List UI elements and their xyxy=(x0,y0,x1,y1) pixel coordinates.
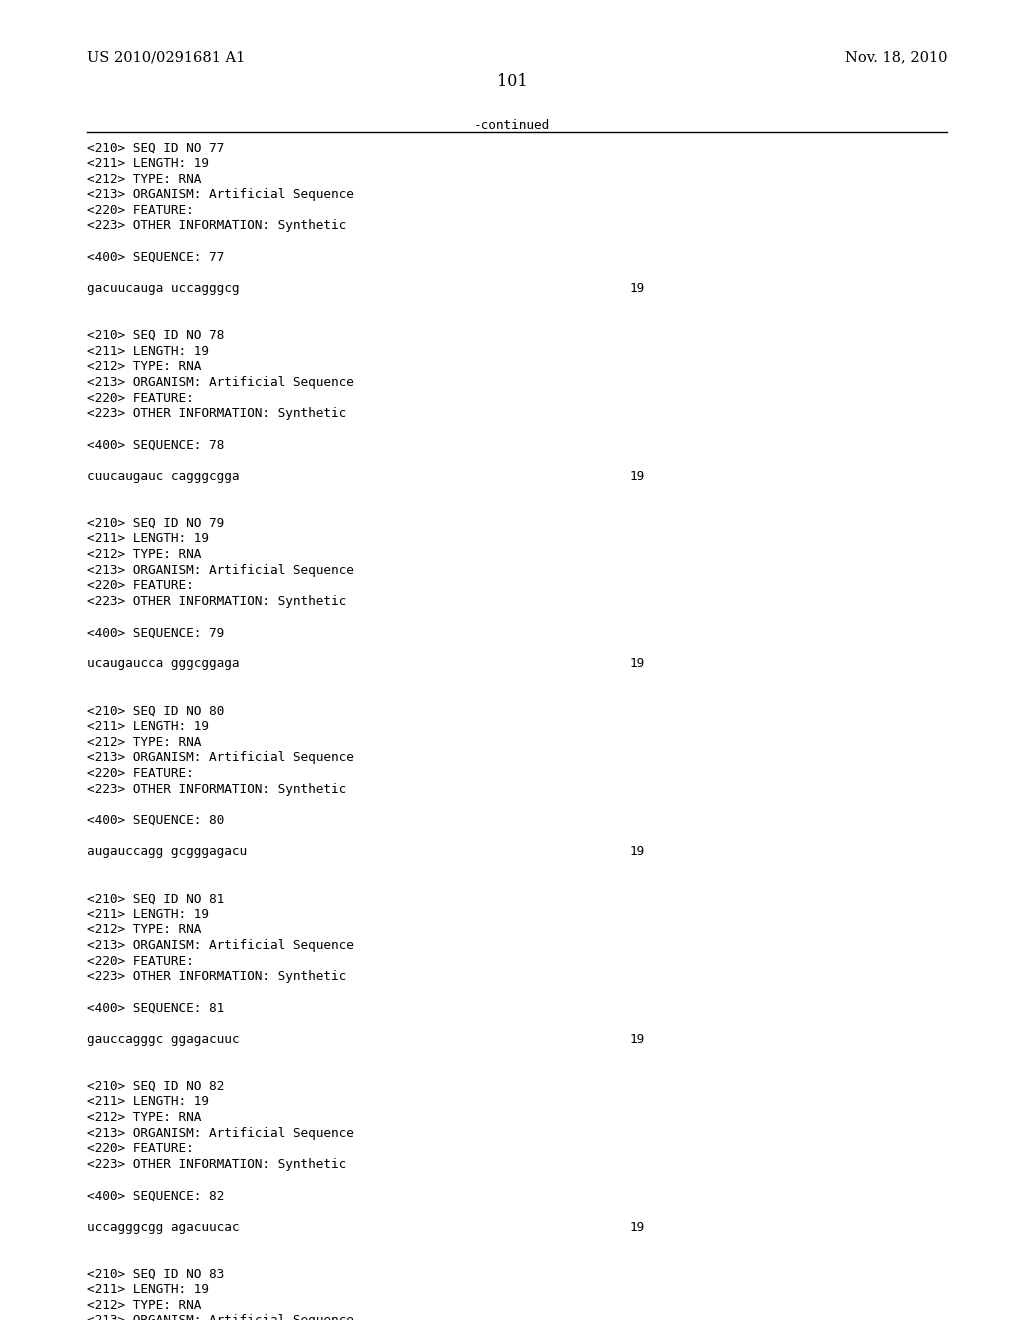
Text: <210> SEQ ID NO 79: <210> SEQ ID NO 79 xyxy=(87,516,224,529)
Text: 19: 19 xyxy=(630,1032,645,1045)
Text: 19: 19 xyxy=(630,845,645,858)
Text: <210> SEQ ID NO 82: <210> SEQ ID NO 82 xyxy=(87,1080,224,1093)
Text: <223> OTHER INFORMATION: Synthetic: <223> OTHER INFORMATION: Synthetic xyxy=(87,595,346,607)
Text: <400> SEQUENCE: 78: <400> SEQUENCE: 78 xyxy=(87,438,224,451)
Text: <211> LENGTH: 19: <211> LENGTH: 19 xyxy=(87,719,209,733)
Text: <212> TYPE: RNA: <212> TYPE: RNA xyxy=(87,360,202,374)
Text: cuucaugauc cagggcgga: cuucaugauc cagggcgga xyxy=(87,470,240,483)
Text: <223> OTHER INFORMATION: Synthetic: <223> OTHER INFORMATION: Synthetic xyxy=(87,783,346,796)
Text: <220> FEATURE:: <220> FEATURE: xyxy=(87,203,194,216)
Text: <211> LENGTH: 19: <211> LENGTH: 19 xyxy=(87,532,209,545)
Text: <400> SEQUENCE: 79: <400> SEQUENCE: 79 xyxy=(87,626,224,639)
Text: <220> FEATURE:: <220> FEATURE: xyxy=(87,767,194,780)
Text: <223> OTHER INFORMATION: Synthetic: <223> OTHER INFORMATION: Synthetic xyxy=(87,970,346,983)
Text: <211> LENGTH: 19: <211> LENGTH: 19 xyxy=(87,1096,209,1109)
Text: <211> LENGTH: 19: <211> LENGTH: 19 xyxy=(87,1283,209,1296)
Text: 101: 101 xyxy=(497,73,527,90)
Text: <212> TYPE: RNA: <212> TYPE: RNA xyxy=(87,548,202,561)
Text: <220> FEATURE:: <220> FEATURE: xyxy=(87,392,194,404)
Text: <210> SEQ ID NO 80: <210> SEQ ID NO 80 xyxy=(87,705,224,717)
Text: <210> SEQ ID NO 77: <210> SEQ ID NO 77 xyxy=(87,141,224,154)
Text: ucaugaucca gggcggaga: ucaugaucca gggcggaga xyxy=(87,657,240,671)
Text: -continued: -continued xyxy=(474,119,550,132)
Text: <223> OTHER INFORMATION: Synthetic: <223> OTHER INFORMATION: Synthetic xyxy=(87,407,346,420)
Text: <220> FEATURE:: <220> FEATURE: xyxy=(87,579,194,593)
Text: US 2010/0291681 A1: US 2010/0291681 A1 xyxy=(87,50,246,65)
Text: 19: 19 xyxy=(630,657,645,671)
Text: <212> TYPE: RNA: <212> TYPE: RNA xyxy=(87,735,202,748)
Text: <220> FEATURE:: <220> FEATURE: xyxy=(87,954,194,968)
Text: <400> SEQUENCE: 82: <400> SEQUENCE: 82 xyxy=(87,1189,224,1203)
Text: <400> SEQUENCE: 81: <400> SEQUENCE: 81 xyxy=(87,1002,224,1015)
Text: 19: 19 xyxy=(630,470,645,483)
Text: <212> TYPE: RNA: <212> TYPE: RNA xyxy=(87,173,202,186)
Text: <213> ORGANISM: Artificial Sequence: <213> ORGANISM: Artificial Sequence xyxy=(87,376,354,389)
Text: <213> ORGANISM: Artificial Sequence: <213> ORGANISM: Artificial Sequence xyxy=(87,751,354,764)
Text: <400> SEQUENCE: 80: <400> SEQUENCE: 80 xyxy=(87,814,224,826)
Text: Nov. 18, 2010: Nov. 18, 2010 xyxy=(845,50,947,65)
Text: <213> ORGANISM: Artificial Sequence: <213> ORGANISM: Artificial Sequence xyxy=(87,189,354,201)
Text: <212> TYPE: RNA: <212> TYPE: RNA xyxy=(87,924,202,936)
Text: <211> LENGTH: 19: <211> LENGTH: 19 xyxy=(87,345,209,358)
Text: <210> SEQ ID NO 78: <210> SEQ ID NO 78 xyxy=(87,329,224,342)
Text: <400> SEQUENCE: 77: <400> SEQUENCE: 77 xyxy=(87,251,224,264)
Text: <220> FEATURE:: <220> FEATURE: xyxy=(87,1142,194,1155)
Text: <210> SEQ ID NO 83: <210> SEQ ID NO 83 xyxy=(87,1267,224,1280)
Text: <213> ORGANISM: Artificial Sequence: <213> ORGANISM: Artificial Sequence xyxy=(87,1315,354,1320)
Text: <213> ORGANISM: Artificial Sequence: <213> ORGANISM: Artificial Sequence xyxy=(87,939,354,952)
Text: <223> OTHER INFORMATION: Synthetic: <223> OTHER INFORMATION: Synthetic xyxy=(87,219,346,232)
Text: <211> LENGTH: 19: <211> LENGTH: 19 xyxy=(87,157,209,170)
Text: 19: 19 xyxy=(630,282,645,294)
Text: <212> TYPE: RNA: <212> TYPE: RNA xyxy=(87,1111,202,1125)
Text: gacuucauga uccagggcg: gacuucauga uccagggcg xyxy=(87,282,240,294)
Text: <210> SEQ ID NO 81: <210> SEQ ID NO 81 xyxy=(87,892,224,906)
Text: <213> ORGANISM: Artificial Sequence: <213> ORGANISM: Artificial Sequence xyxy=(87,1127,354,1139)
Text: uccagggcgg agacuucac: uccagggcgg agacuucac xyxy=(87,1221,240,1233)
Text: 19: 19 xyxy=(630,1221,645,1233)
Text: gauccagggc ggagacuuc: gauccagggc ggagacuuc xyxy=(87,1032,240,1045)
Text: augauccagg gcgggagacu: augauccagg gcgggagacu xyxy=(87,845,247,858)
Text: <211> LENGTH: 19: <211> LENGTH: 19 xyxy=(87,908,209,920)
Text: <223> OTHER INFORMATION: Synthetic: <223> OTHER INFORMATION: Synthetic xyxy=(87,1158,346,1171)
Text: <212> TYPE: RNA: <212> TYPE: RNA xyxy=(87,1299,202,1312)
Text: <213> ORGANISM: Artificial Sequence: <213> ORGANISM: Artificial Sequence xyxy=(87,564,354,577)
